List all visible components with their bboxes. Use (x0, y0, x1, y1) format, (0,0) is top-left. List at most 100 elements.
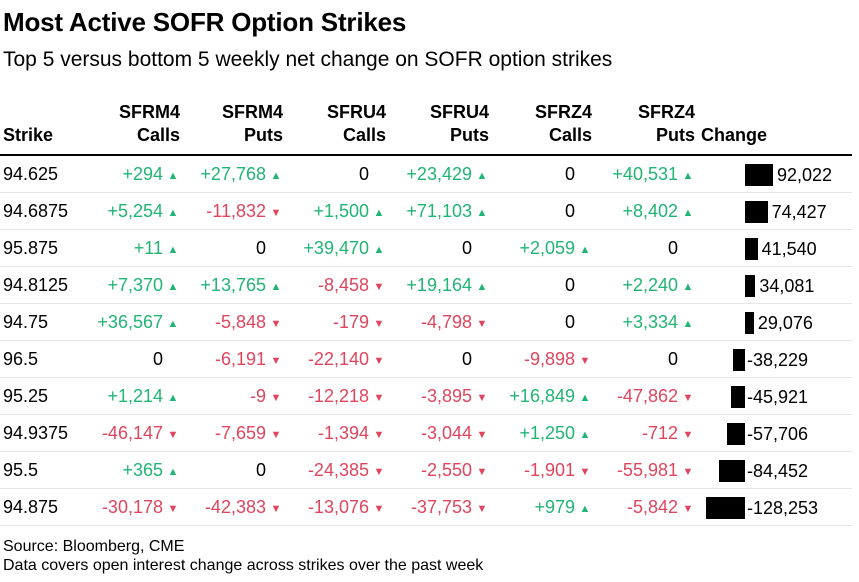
down-arrow-icon: ▼ (373, 391, 385, 404)
up-arrow-icon: ▲ (682, 206, 694, 219)
value-text: 0 (667, 348, 678, 369)
down-arrow-icon: ▼ (476, 317, 488, 330)
value-text: 0 (152, 348, 163, 369)
strike-cell: 94.875 (0, 488, 83, 526)
value-cell: +8,402 ▲ (598, 192, 701, 230)
value-cell: -46,147 ▼ (83, 414, 186, 452)
value-cell: +27,768 ▲ (186, 155, 289, 193)
value-text: +1,214 (107, 385, 163, 406)
value-text: +294 (122, 163, 163, 184)
header-line-2: Strike (3, 125, 54, 145)
down-arrow-icon: ▼ (682, 428, 694, 441)
change-label: -84,452 (747, 461, 809, 481)
column-header-sfrm4-calls: SFRM4 Calls (83, 101, 186, 156)
header-line-1: SFRZ4 (534, 102, 592, 122)
value-cell: +365 ▲ (83, 451, 186, 489)
value-text: -55,981 (616, 459, 678, 480)
value-cell: +16,849 ▲ (495, 377, 598, 415)
value-text: 0 (667, 237, 678, 258)
value-cell: +3,334 ▲ (598, 303, 701, 341)
header-line-2: Calls (136, 125, 180, 145)
down-arrow-icon: ▼ (476, 428, 488, 441)
value-text: -5,842 (626, 496, 678, 517)
column-header-strike: Strike (0, 101, 83, 156)
header-line-2: Change (701, 125, 768, 145)
value-text: 0 (564, 274, 575, 295)
down-arrow-icon: ▼ (270, 317, 282, 330)
up-arrow-icon: ▲ (682, 169, 694, 182)
down-arrow-icon: ▼ (270, 354, 282, 367)
up-arrow-icon: ▲ (167, 317, 179, 330)
value-text: +19,164 (406, 274, 472, 295)
value-text: +7,370 (107, 274, 163, 295)
column-header-sfrz4-puts: SFRZ4 Puts (598, 101, 701, 156)
change-cell: -45,921 (701, 377, 852, 415)
source-note: Source: Bloomberg, CME (3, 538, 185, 555)
change-cell: 92,022 (701, 155, 852, 193)
value-text: 0 (461, 348, 472, 369)
table-row: 94.6875 +5,254 ▲ -11,832 ▼ +1,500 ▲ +71,103 ▲ 0 +8… (0, 192, 852, 230)
up-arrow-icon: ▲ (682, 280, 694, 293)
value-cell: +71,103 ▲ (392, 192, 495, 230)
value-cell: +13,765 ▲ (186, 266, 289, 304)
down-arrow-icon: ▼ (373, 502, 385, 515)
column-header-sfru4-puts: SFRU4 Puts (392, 101, 495, 156)
up-arrow-icon: ▲ (476, 280, 488, 293)
table-row: 95.5 +365 ▲ 0 -24,385 ▼ -2,550 ▼ -1,901 ▼ -55,981 ▼… (0, 451, 852, 489)
value-text: +8,402 (622, 200, 678, 221)
value-text: +16,849 (509, 385, 575, 406)
down-arrow-icon: ▼ (682, 465, 694, 478)
value-text: +1,250 (519, 422, 575, 443)
up-arrow-icon: ▲ (682, 317, 694, 330)
strike-cell: 95.25 (0, 377, 83, 415)
value-cell: -7,659 ▼ (186, 414, 289, 452)
table-row: 96.5 0 -6,191 ▼ -22,140 ▼ 0 -9,898 ▼ 0 -38,229 (0, 340, 852, 378)
value-text: +979 (534, 496, 575, 517)
value-text: +5,254 (107, 200, 163, 221)
change-label: -38,229 (747, 350, 809, 370)
table-row: 95.875 +11 ▲ 0 +39,470 ▲ 0 +2,059 ▲ 0 41,540 (0, 229, 852, 267)
value-text: +1,500 (313, 200, 369, 221)
value-cell: -42,383 ▼ (186, 488, 289, 526)
up-arrow-icon: ▲ (579, 502, 591, 515)
value-cell: -24,385 ▼ (289, 451, 392, 489)
value-text: -22,140 (307, 348, 369, 369)
header-line-1: SFRZ4 (637, 102, 695, 122)
value-cell: +1,250 ▲ (495, 414, 598, 452)
down-arrow-icon: ▼ (167, 502, 179, 515)
change-bar (745, 201, 768, 223)
value-text: -4,798 (420, 311, 472, 332)
value-cell: +23,429 ▲ (392, 155, 495, 193)
header-line-1: SFRM4 (118, 102, 180, 122)
value-cell: -12,218 ▼ (289, 377, 392, 415)
value-text: -11,832 (206, 200, 266, 221)
change-label: -45,921 (747, 387, 809, 407)
change-bar (745, 238, 758, 260)
strike-cell: 94.625 (0, 155, 83, 193)
value-cell: +979 ▲ (495, 488, 598, 526)
strikes-table: Strike SFRM4 Calls SFRM4 Puts SFRU4 Calls SFRU4… (0, 101, 852, 526)
strike-cell: 96.5 (0, 340, 83, 378)
down-arrow-icon: ▼ (373, 280, 385, 293)
change-bar (705, 497, 745, 519)
down-arrow-icon: ▼ (167, 428, 179, 441)
header-line-2: Puts (243, 125, 283, 145)
value-cell: -179 ▼ (289, 303, 392, 341)
value-cell: +294 ▲ (83, 155, 186, 193)
value-cell: +1,214 ▲ (83, 377, 186, 415)
value-cell: 0 (495, 266, 598, 304)
table-row: 95.25 +1,214 ▲ -9 ▼ -12,218 ▼ -3,895 ▼ +16,849 ▲ -4… (0, 377, 852, 415)
change-bar (745, 164, 773, 186)
value-cell: 0 (186, 229, 289, 267)
value-text: +11 (133, 237, 163, 258)
value-text: -9 (249, 385, 266, 406)
header-line-1: SFRM4 (221, 102, 283, 122)
chart-subtitle: Top 5 versus bottom 5 weekly net change … (3, 48, 613, 71)
value-cell: +36,567 ▲ (83, 303, 186, 341)
change-cell: 41,540 (701, 229, 852, 267)
up-arrow-icon: ▲ (476, 206, 488, 219)
value-cell: +39,470 ▲ (289, 229, 392, 267)
value-cell: -8,458 ▼ (289, 266, 392, 304)
down-arrow-icon: ▼ (270, 206, 282, 219)
value-text: -3,044 (420, 422, 472, 443)
